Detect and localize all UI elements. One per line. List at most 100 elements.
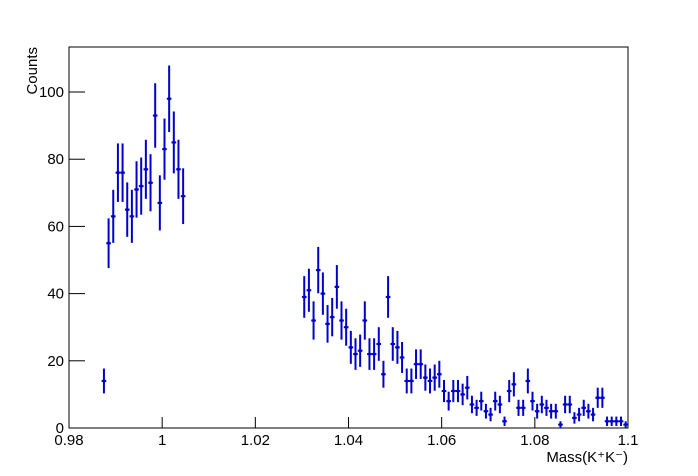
marker [572, 416, 577, 420]
y-tick-label: 0 [56, 420, 64, 437]
marker [428, 379, 432, 383]
marker [507, 389, 511, 393]
marker [349, 345, 353, 349]
marker [549, 409, 553, 413]
marker [461, 392, 465, 397]
marker [335, 285, 339, 289]
marker [106, 241, 111, 245]
marker [493, 399, 497, 403]
y-tick-label: 100 [39, 84, 64, 101]
marker [307, 288, 311, 292]
marker [554, 409, 558, 413]
marker [130, 214, 134, 218]
marker [423, 376, 427, 380]
x-tick-label: 0.98 [54, 432, 83, 449]
marker [516, 406, 521, 410]
marker [391, 342, 395, 346]
marker [405, 379, 409, 383]
marker [167, 97, 171, 101]
marker [544, 406, 549, 410]
marker [181, 194, 185, 198]
marker [586, 409, 591, 413]
marker [442, 389, 446, 393]
y-tick-label: 80 [47, 151, 64, 168]
marker [363, 318, 367, 323]
marker [419, 362, 423, 366]
marker [321, 292, 325, 296]
marker [470, 402, 474, 407]
marker [582, 406, 586, 410]
y-axis-label: Counts [24, 47, 41, 95]
marker [526, 379, 530, 383]
marker [134, 187, 139, 192]
marker [498, 402, 502, 407]
marker [116, 171, 120, 175]
marker [465, 386, 469, 390]
marker [400, 355, 404, 360]
marker [610, 419, 614, 423]
marker [563, 402, 567, 407]
marker [377, 342, 381, 346]
marker [479, 399, 483, 403]
marker [605, 419, 609, 423]
marker [600, 396, 604, 400]
marker [512, 382, 516, 386]
x-tick-label: 1.06 [427, 432, 456, 449]
marker [475, 406, 479, 410]
x-tick-label: 1.04 [334, 432, 363, 449]
marker [125, 208, 129, 212]
marker [176, 167, 181, 171]
marker [451, 389, 455, 393]
marker [302, 295, 306, 299]
marker [325, 322, 330, 326]
marker [111, 214, 115, 218]
marker [540, 402, 544, 407]
marker [414, 362, 418, 366]
marker [386, 295, 390, 299]
marker [120, 171, 125, 175]
marker [558, 423, 563, 427]
marker [172, 140, 176, 145]
marker [353, 352, 358, 356]
marker [596, 396, 600, 400]
marker [456, 389, 460, 393]
marker [372, 352, 376, 356]
marker [330, 315, 334, 319]
marker [344, 325, 348, 329]
marker [144, 167, 148, 171]
marker [484, 409, 488, 413]
marker [139, 184, 143, 188]
x-tick-label: 1.08 [520, 432, 549, 449]
marker [502, 419, 507, 423]
x-axis-label: Mass(K⁺K⁻) [546, 449, 628, 466]
y-tick-label: 20 [47, 353, 64, 370]
marker [102, 379, 106, 383]
marker [521, 406, 525, 410]
marker [619, 419, 623, 423]
marker [409, 379, 413, 383]
marker [381, 372, 386, 376]
marker [530, 399, 535, 403]
marker [311, 318, 316, 323]
marker [162, 147, 167, 151]
marker [591, 412, 595, 417]
marker [358, 349, 362, 353]
marker [568, 402, 572, 407]
marker [158, 201, 162, 205]
marker [614, 419, 618, 423]
marker [535, 409, 539, 413]
marker [148, 181, 153, 185]
marker [339, 318, 344, 323]
frame [68, 46, 629, 429]
marker [447, 399, 451, 403]
marker [577, 412, 581, 417]
marker [437, 372, 441, 376]
x-tick-label: 1 [158, 432, 166, 449]
marker [488, 412, 493, 417]
marker [395, 345, 400, 349]
marker [433, 376, 437, 380]
marker [367, 352, 372, 356]
marker [624, 423, 628, 427]
